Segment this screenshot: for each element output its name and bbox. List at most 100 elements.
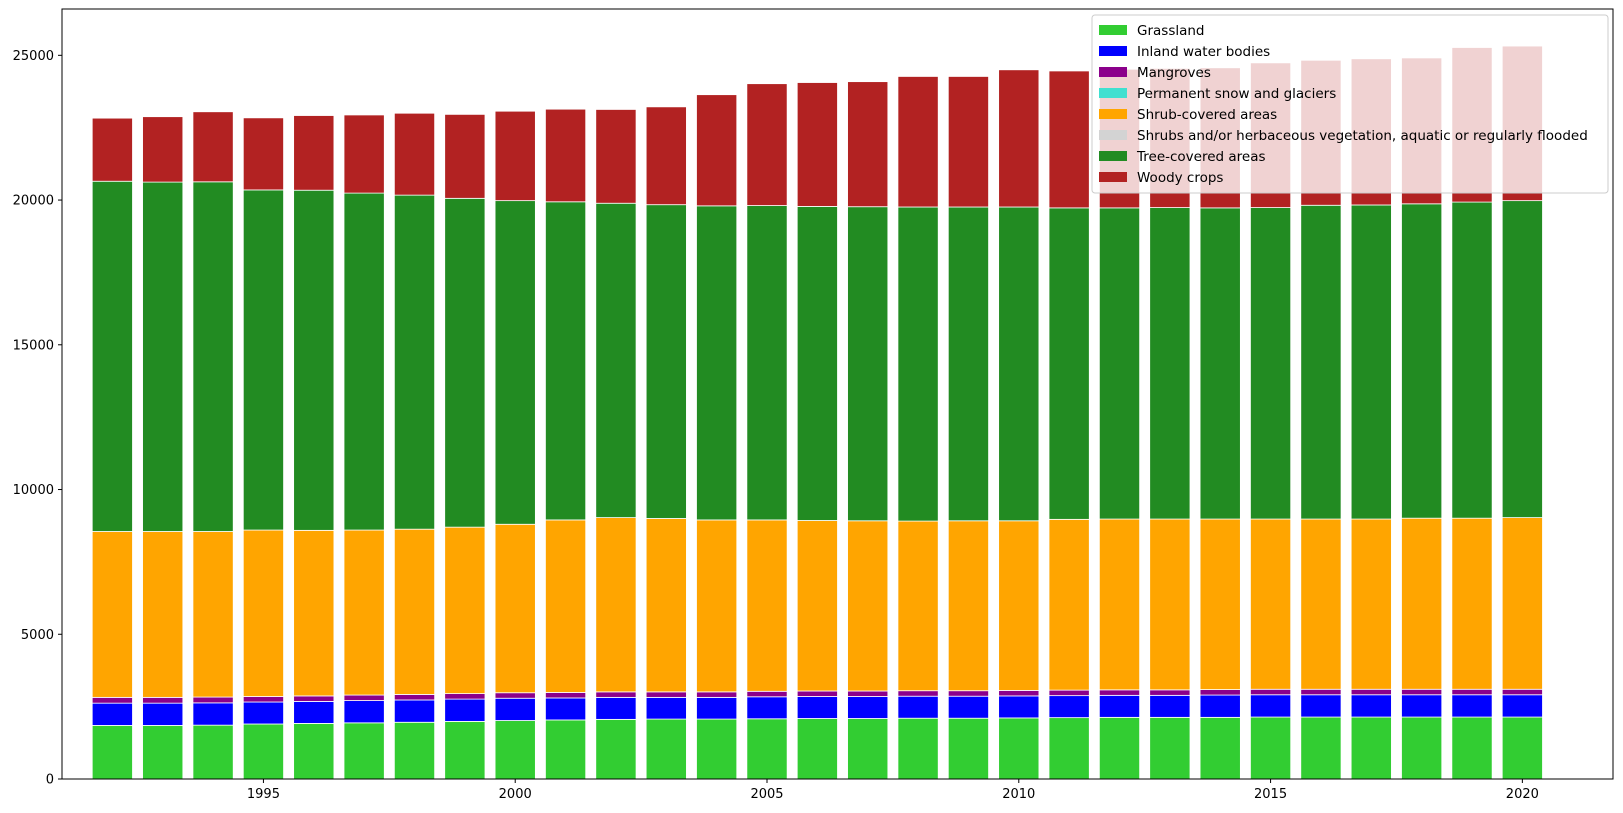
bar-segment-2010-series-1 (998, 695, 1040, 719)
legend-swatch (1099, 130, 1127, 140)
bar-segment-2006-series-4 (796, 520, 838, 692)
bar-segment-1992-series-1 (91, 702, 133, 726)
bar-segment-1994-series-1 (192, 702, 234, 726)
bar-segment-2001-series-7 (545, 108, 587, 203)
bar-segment-2008-series-7 (897, 76, 939, 208)
bar-segment-1999-series-1 (444, 698, 486, 722)
y-tick-label: 5000 (21, 628, 54, 643)
bar-segment-2016-series-4 (1300, 518, 1342, 690)
bar-segment-2011-series-1 (1048, 695, 1090, 719)
bar-segment-2017-series-6 (1350, 204, 1392, 520)
bar-segment-1993-series-6 (142, 181, 184, 532)
bar-segment-2003-series-1 (645, 696, 687, 720)
legend-label: Permanent snow and glaciers (1137, 86, 1336, 102)
bar-segment-2010-series-7 (998, 69, 1040, 208)
bar-segment-2011-series-4 (1048, 518, 1090, 691)
bar-segment-2019-series-1 (1451, 694, 1493, 718)
bar-segment-2009-series-6 (947, 206, 989, 522)
bar-segment-2013-series-4 (1149, 518, 1191, 691)
y-tick-label: 25000 (13, 49, 54, 64)
bar-segment-1999-series-2 (444, 693, 486, 700)
bar-segment-2010-series-6 (998, 206, 1040, 522)
bar-segment-2005-series-1 (746, 696, 788, 720)
bar-segment-2011-series-0 (1048, 717, 1090, 780)
bar-segment-2018-series-1 (1401, 694, 1443, 718)
legend-label: Woody crops (1137, 170, 1223, 186)
bar-segment-1998-series-2 (393, 694, 436, 701)
bar-segment-2004-series-1 (696, 696, 738, 720)
bar-segment-2008-series-1 (897, 695, 939, 719)
bar-segment-2005-series-0 (746, 718, 788, 780)
bar-segment-1996-series-2 (293, 695, 335, 702)
bar-segment-1997-series-0 (343, 722, 385, 780)
bar-segment-1992-series-7 (91, 117, 133, 182)
y-tick-label: 20000 (13, 194, 54, 209)
bar-segment-1999-series-4 (444, 526, 486, 695)
bar-segment-2009-series-4 (947, 520, 989, 692)
bar-segment-2006-series-6 (796, 206, 838, 521)
bar-segment-2012-series-4 (1098, 518, 1141, 691)
bar-segment-2009-series-1 (947, 695, 989, 719)
bar-segment-2003-series-6 (645, 204, 687, 519)
bar-segment-2008-series-4 (897, 520, 939, 692)
bar-segment-1997-series-4 (343, 529, 385, 696)
bar-segment-1992-series-4 (91, 531, 133, 698)
bar-segment-1994-series-0 (192, 724, 234, 780)
legend-swatch (1099, 88, 1127, 98)
bar-segment-2008-series-0 (897, 717, 939, 780)
y-tick-label: 0 (46, 773, 54, 788)
bar-segment-1997-series-7 (343, 114, 385, 194)
x-tick-label: 1995 (247, 787, 280, 802)
bar-segment-2001-series-4 (545, 519, 587, 693)
bar-segment-2014-series-4 (1199, 518, 1241, 690)
y-tick-label: 10000 (13, 483, 54, 498)
bar-segment-2015-series-2 (1250, 688, 1292, 696)
x-tick-label: 2020 (1506, 787, 1539, 802)
bar-segment-2005-series-2 (746, 690, 788, 698)
bar-segment-2003-series-4 (645, 518, 687, 693)
bar-segment-2002-series-4 (595, 517, 637, 693)
bar-segment-2011-series-7 (1048, 70, 1090, 209)
bar-segment-2007-series-6 (847, 206, 889, 522)
bar-segment-2013-series-0 (1149, 716, 1191, 780)
bar-segment-2005-series-6 (746, 205, 788, 521)
bar-segment-2019-series-6 (1451, 201, 1493, 519)
bar-segment-2018-series-0 (1401, 716, 1443, 780)
bar-segment-2005-series-7 (746, 83, 788, 206)
bar-segment-2015-series-4 (1250, 518, 1292, 690)
bar-segment-1996-series-1 (293, 701, 335, 724)
bar-segment-2004-series-7 (696, 94, 738, 207)
bar-segment-2002-series-6 (595, 202, 637, 519)
bar-segment-2019-series-4 (1451, 517, 1493, 690)
bar-segment-2009-series-2 (947, 690, 989, 697)
bars-layer (91, 45, 1543, 780)
bar-segment-2015-series-1 (1250, 694, 1292, 718)
bar-segment-2004-series-2 (696, 691, 738, 698)
bar-segment-2001-series-6 (545, 201, 587, 521)
bar-segment-1998-series-4 (393, 528, 436, 695)
bar-segment-2002-series-1 (595, 696, 637, 720)
legend-box (1091, 14, 1609, 194)
bar-segment-2001-series-0 (545, 719, 587, 780)
bar-segment-2007-series-1 (847, 696, 889, 719)
bar-segment-2000-series-2 (494, 692, 536, 699)
bar-segment-2003-series-2 (645, 691, 687, 698)
bar-segment-1999-series-7 (444, 113, 486, 199)
bar-segment-2012-series-1 (1098, 694, 1141, 718)
legend-label: Inland water bodies (1137, 44, 1270, 60)
bar-segment-1993-series-4 (142, 531, 184, 698)
bar-segment-2007-series-4 (847, 520, 889, 692)
legend: Grassland Inland water bodies Mangroves Per… (1091, 14, 1609, 194)
bar-segment-2010-series-4 (998, 520, 1040, 691)
bar-segment-1995-series-0 (242, 723, 284, 780)
bar-segment-1996-series-0 (293, 723, 335, 780)
legend-swatch (1099, 109, 1127, 119)
bar-segment-1995-series-1 (242, 701, 284, 725)
bar-segment-1992-series-6 (91, 180, 133, 532)
bar-segment-2006-series-2 (796, 690, 838, 697)
bar-segment-1992-series-2 (91, 696, 133, 704)
bar-segment-2004-series-6 (696, 205, 738, 521)
bar-segment-2000-series-6 (494, 200, 536, 525)
bar-segment-2003-series-7 (645, 106, 687, 206)
